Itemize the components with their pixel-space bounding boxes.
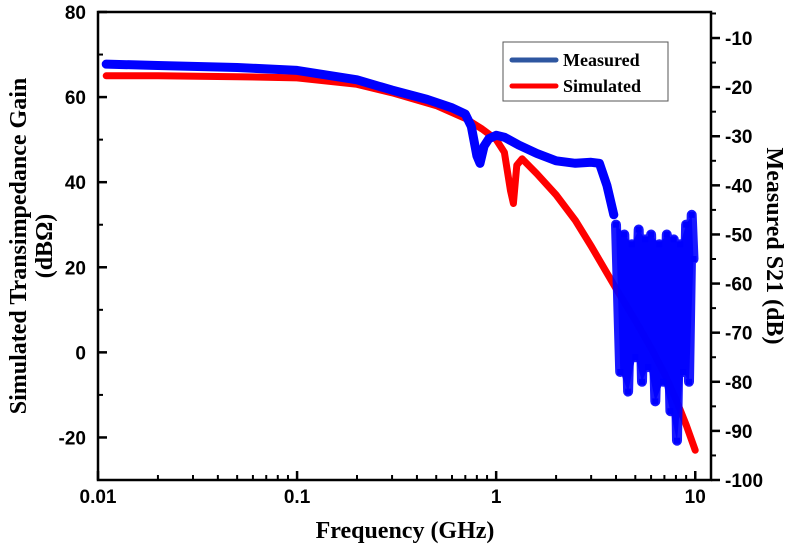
x-tick-label: 0.01 — [80, 487, 117, 508]
measured-point — [501, 134, 508, 141]
measured-point — [485, 135, 492, 142]
x-tick-label: 0.1 — [284, 487, 311, 508]
legend: Measured Simulated — [502, 41, 669, 102]
measured-point — [473, 152, 480, 159]
measured-point — [477, 160, 484, 167]
measured-point — [572, 160, 579, 167]
legend-box — [502, 41, 669, 102]
y-right-tick-label: -80 — [725, 373, 752, 394]
series-layer — [101, 59, 699, 454]
y-right-tick-label: -20 — [725, 78, 752, 99]
measured-point — [468, 123, 475, 130]
measured-point — [389, 87, 396, 94]
measured-point — [424, 96, 431, 103]
y-right-tick-label: -70 — [725, 324, 752, 345]
measured-point — [610, 211, 617, 218]
measured-point — [462, 111, 469, 118]
y-left-tick-label: 0 — [75, 343, 86, 364]
y-right-tick-label: -10 — [725, 29, 752, 50]
y-axis-label-left-line1: Simulated Transimpedance Gain — [6, 78, 32, 415]
y-left-tick-label: 20 — [65, 258, 86, 279]
measured-point — [294, 67, 301, 74]
measured-point — [103, 61, 110, 68]
y-left-tick-label: 40 — [65, 173, 86, 194]
measured-point — [603, 182, 610, 189]
measured-point — [515, 142, 522, 149]
y-right-tick-label: -40 — [725, 176, 752, 197]
series-simulated — [102, 72, 699, 454]
measured-point — [448, 104, 455, 111]
y-right-tick-label: -50 — [725, 225, 752, 246]
measured-point — [533, 150, 540, 157]
legend-label-simulated: Simulated — [563, 76, 641, 96]
y-right-tick-label: -30 — [725, 127, 752, 148]
measured-point — [588, 159, 595, 166]
y-right-tick-label: -60 — [725, 275, 752, 296]
y-right-tick-label: -100 — [725, 471, 763, 492]
y-right-tick-label: -90 — [725, 422, 752, 443]
y-axis-label-left-line2: (dBΩ) — [32, 214, 58, 279]
measured-point — [596, 160, 603, 167]
y-left-tick-label: 80 — [65, 3, 86, 24]
measured-point — [493, 132, 500, 139]
y-axis-label-right: Measured S21 (dB) — [761, 148, 787, 345]
measured-point — [553, 157, 560, 164]
x-axis-label: Frequency (GHz) — [316, 518, 495, 544]
x-tick-label: 1 — [491, 487, 502, 508]
plot-frame — [96, 10, 713, 482]
x-tick-label: 10 — [685, 487, 706, 508]
axes-layer: 0.01 0.1 1 10 80 60 40 20 0 -20 -10 -20 -30 -40 -50 -60… — [59, 3, 764, 508]
measured-point — [354, 76, 361, 83]
measured-point — [234, 64, 241, 71]
y-left-tick-label: -20 — [59, 428, 86, 449]
measured-point — [154, 62, 161, 69]
legend-label-measured: Measured — [563, 50, 640, 70]
measured-scatter-envelope — [616, 214, 694, 441]
measured-point — [481, 143, 488, 150]
y-left-tick-label: 60 — [65, 88, 86, 109]
